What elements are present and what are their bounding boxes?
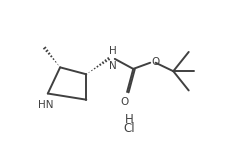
Text: H: H — [109, 46, 117, 56]
Text: O: O — [121, 97, 129, 107]
Text: Cl: Cl — [124, 122, 135, 135]
Text: N: N — [109, 61, 117, 71]
Text: O: O — [151, 57, 159, 67]
Text: H: H — [125, 113, 134, 126]
Text: HN: HN — [38, 100, 53, 111]
